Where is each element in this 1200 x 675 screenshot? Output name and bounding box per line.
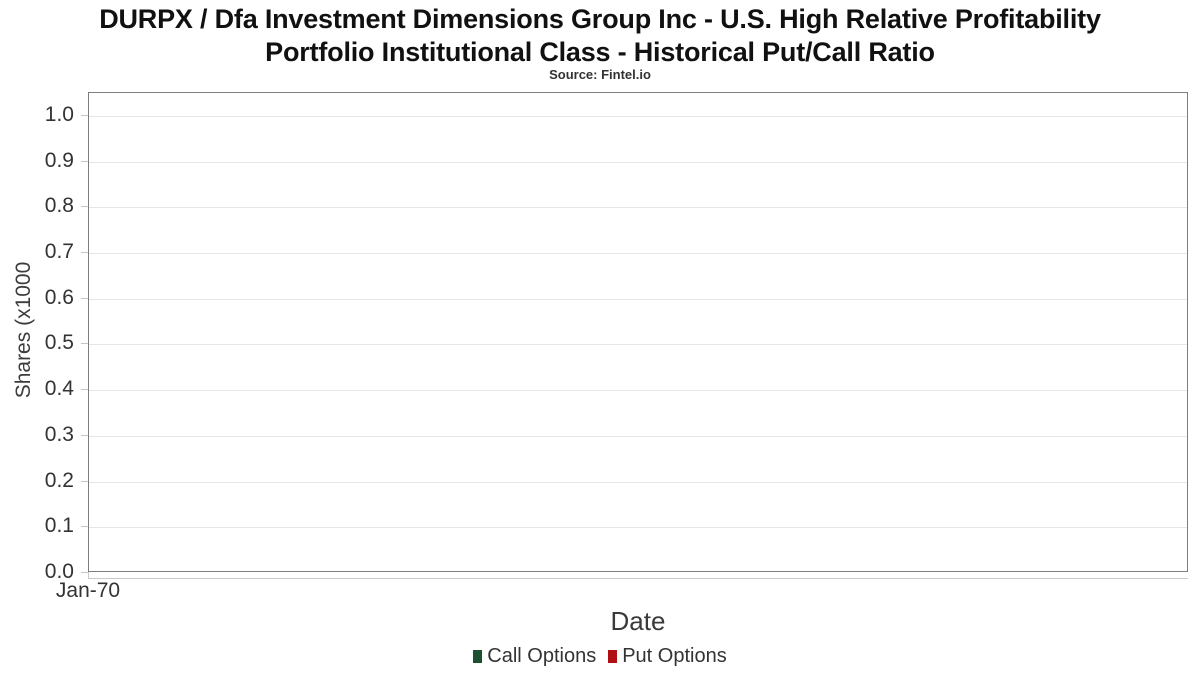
legend: Call Options Put Options <box>0 644 1200 668</box>
y-tick-label: 0.5 <box>44 331 74 355</box>
x-tick-mark <box>88 572 89 578</box>
gridline <box>89 207 1187 209</box>
chart-subtitle: Source: Fintel.io <box>549 67 651 82</box>
call-options-marker-icon <box>473 649 483 663</box>
y-tick-label: 0.3 <box>44 422 74 446</box>
y-tick-mark <box>81 526 88 528</box>
gridline <box>89 527 1187 529</box>
y-tick-label: 0.8 <box>44 194 74 218</box>
gridline <box>89 390 1187 392</box>
y-tick-label: 0.2 <box>44 468 74 492</box>
y-tick-label: 1.0 <box>44 102 74 126</box>
y-tick-label: 0.4 <box>44 377 74 401</box>
gridline <box>89 344 1187 346</box>
y-tick-mark <box>81 297 88 299</box>
y-tick-label: 0.9 <box>44 148 74 172</box>
y-tick-mark <box>81 389 88 391</box>
y-tick-label: 0.1 <box>44 514 74 538</box>
gridline <box>89 161 1187 163</box>
chart-title: DURPX / Dfa Investment Dimensions Group … <box>0 3 1200 69</box>
x-axis-line <box>88 578 1188 579</box>
gridline <box>89 253 1187 254</box>
y-tick-mark <box>81 160 88 162</box>
x-axis-title: Date <box>610 606 666 636</box>
gridline <box>89 435 1187 437</box>
y-tick-label: 0.0 <box>44 560 74 583</box>
y-tick-mark <box>81 114 88 116</box>
y-tick-mark <box>81 343 88 345</box>
legend-label-call-options: Call Options <box>487 645 597 667</box>
chart-title-line1: DURPX / Dfa Investment Dimensions Group … <box>99 4 1101 34</box>
gridline <box>89 115 1187 117</box>
y-tick-mark <box>81 480 88 482</box>
chart-title-line2: Portfolio Institutional Class - Historic… <box>265 37 935 67</box>
y-tick-label: 0.7 <box>44 240 74 263</box>
legend-item-call-options[interactable]: Call Options <box>473 644 596 668</box>
x-tick-label: Jan-70 <box>55 579 121 602</box>
legend-item-put-options[interactable]: Put Options <box>608 644 727 668</box>
y-tick-label: 0.6 <box>44 285 74 309</box>
y-tick-mark <box>81 252 88 253</box>
gridline <box>89 481 1187 483</box>
legend-label-put-options: Put Options <box>622 645 727 667</box>
y-tick-mark <box>81 572 88 573</box>
y-tick-mark <box>81 434 88 436</box>
gridline <box>89 298 1187 300</box>
put-options-marker-icon <box>608 649 618 663</box>
plot-area <box>88 92 1188 572</box>
y-tick-mark <box>81 206 88 208</box>
